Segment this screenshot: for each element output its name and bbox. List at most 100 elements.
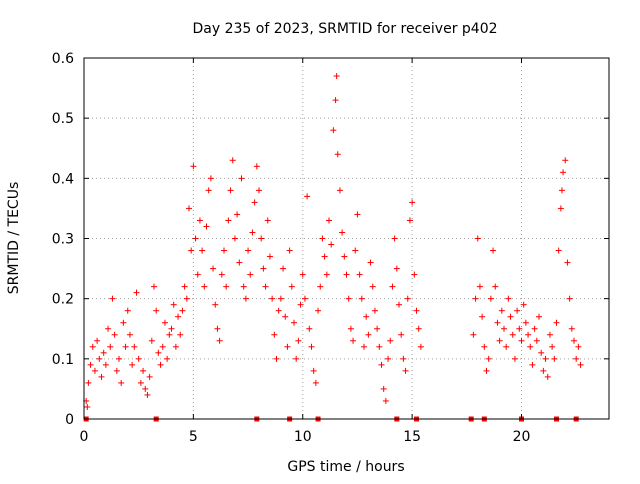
data-point — [509, 331, 516, 338]
data-point — [409, 199, 416, 206]
data-point — [527, 343, 534, 350]
data-point — [371, 307, 378, 314]
data-point — [91, 367, 98, 374]
data-point — [87, 361, 94, 368]
data-point — [284, 343, 291, 350]
data-point — [553, 319, 560, 326]
data-point — [122, 343, 129, 350]
y-tick-label: 0.6 — [52, 51, 74, 67]
data-point — [345, 295, 352, 302]
data-point — [387, 337, 394, 344]
data-point — [391, 235, 398, 242]
data-point — [240, 283, 247, 290]
data-point — [266, 253, 273, 260]
data-point — [485, 355, 492, 362]
data-point — [577, 361, 584, 368]
data-point — [529, 361, 536, 368]
data-point — [505, 295, 512, 302]
data-point — [201, 283, 208, 290]
data-point — [483, 367, 490, 374]
data-point — [413, 307, 420, 314]
data-point — [293, 355, 300, 362]
data-point — [253, 163, 260, 170]
data-point — [564, 259, 571, 266]
data-point — [264, 217, 271, 224]
y-tick-label: 0.2 — [52, 292, 74, 308]
data-point — [137, 379, 144, 386]
data-point — [188, 247, 195, 254]
x-tick-label: 20 — [513, 429, 531, 445]
y-tick-label: 0 — [65, 412, 74, 428]
data-point — [562, 157, 569, 164]
x-tick-label: 0 — [80, 429, 89, 445]
data-point — [236, 259, 243, 266]
data-point — [221, 247, 227, 254]
data-point — [496, 337, 503, 344]
data-point — [339, 229, 346, 236]
data-point — [111, 331, 118, 338]
data-point — [575, 343, 582, 350]
data-point — [343, 271, 350, 278]
data-point — [164, 355, 171, 362]
data-point — [481, 343, 488, 350]
data-point — [479, 313, 486, 320]
data-point — [190, 163, 197, 170]
data-point — [490, 247, 497, 254]
data-point — [170, 301, 177, 308]
data-point — [356, 271, 363, 278]
data-point — [415, 325, 422, 332]
data-point — [406, 217, 413, 224]
data-point — [151, 283, 157, 290]
data-point — [210, 265, 217, 272]
data-point — [367, 259, 374, 266]
data-point — [280, 265, 287, 272]
data-point — [382, 397, 389, 404]
data-point — [234, 211, 241, 218]
data-point — [546, 331, 553, 338]
data-point — [330, 127, 337, 134]
data-point — [361, 343, 367, 350]
data-point — [120, 319, 127, 326]
data-point — [251, 199, 258, 206]
data-point — [107, 343, 114, 350]
data-point — [199, 247, 206, 254]
data-point — [540, 367, 547, 374]
data-point — [124, 307, 131, 314]
data-point — [470, 331, 477, 338]
data-point — [358, 295, 365, 302]
data-point — [507, 313, 514, 320]
data-point — [542, 355, 549, 362]
data-point — [177, 331, 184, 338]
data-point — [144, 391, 151, 398]
data-point — [227, 187, 234, 194]
data-point — [503, 343, 510, 350]
data-point — [291, 319, 297, 326]
data-point — [277, 295, 284, 302]
data-point — [365, 331, 372, 338]
data-point — [242, 295, 249, 302]
data-point — [531, 325, 538, 332]
data-point — [514, 307, 521, 314]
data-point — [520, 301, 527, 308]
data-point — [98, 373, 105, 380]
data-point — [560, 169, 567, 176]
data-point — [96, 355, 103, 362]
data-point — [179, 307, 186, 314]
data-point — [168, 325, 175, 332]
tick-layer: 0 0.1 0.2 0.3 0.4 0.5 0.6 0 5 10 15 20 — [52, 51, 609, 445]
data-point — [102, 361, 109, 368]
data-point — [404, 295, 411, 302]
data-point — [555, 247, 562, 254]
y-tick-label: 0.1 — [52, 352, 74, 368]
data-point — [161, 319, 168, 326]
data-point — [295, 337, 302, 344]
data-point — [155, 349, 162, 356]
data-point — [568, 325, 575, 332]
data-point — [299, 271, 306, 278]
y-tick-label: 0.3 — [52, 232, 74, 248]
data-point — [258, 235, 265, 242]
y-axis-label: SRMTID / TECUs — [6, 182, 22, 295]
x-axis-label: GPS time / hours — [287, 459, 404, 475]
data-point — [352, 247, 359, 254]
